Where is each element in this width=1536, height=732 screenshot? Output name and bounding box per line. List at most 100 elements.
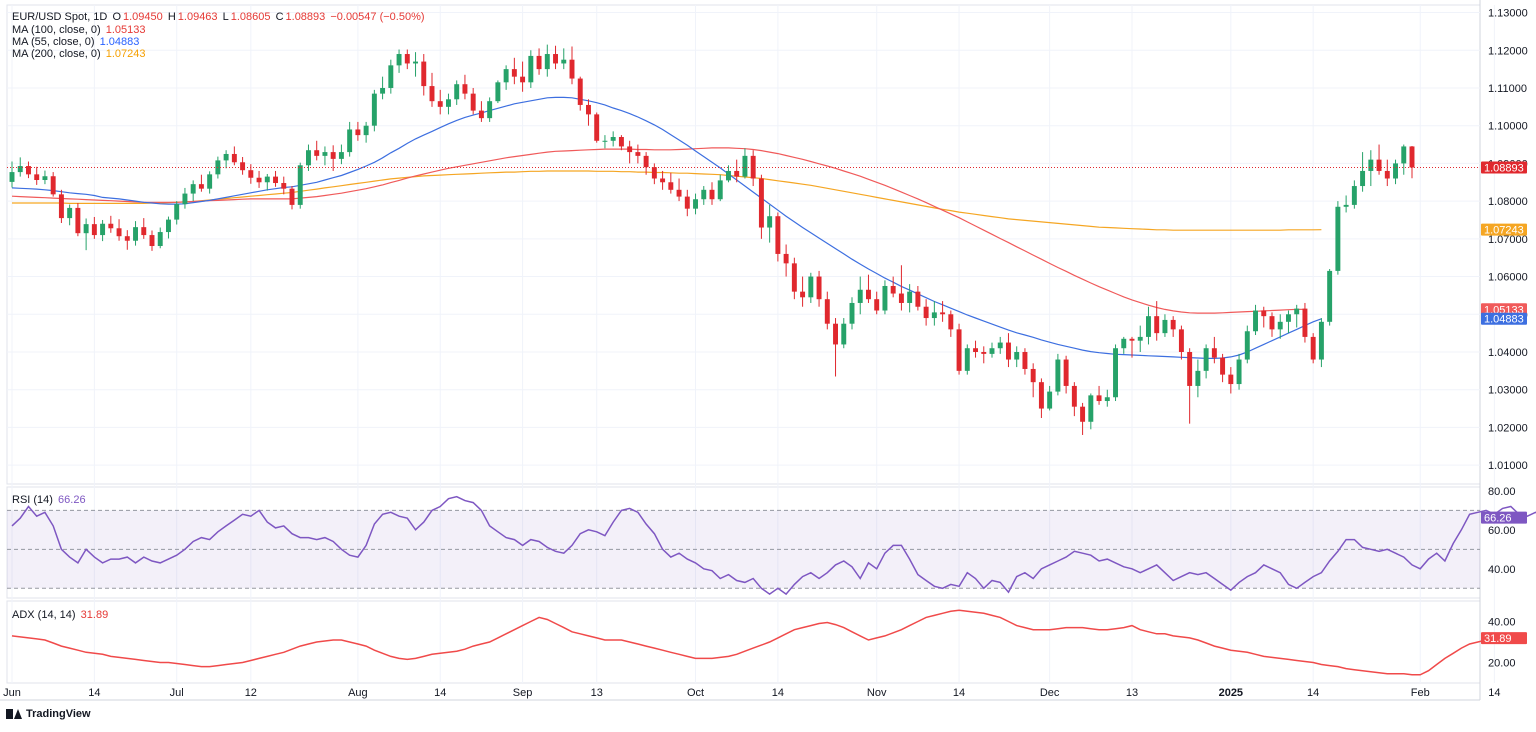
candle-body [34,174,40,181]
ma55-legend-value: 1.04883 [99,36,140,48]
candle-body [651,167,657,179]
candle-body [783,253,789,264]
candle-body [42,176,48,181]
candle-body [734,170,740,177]
adx-tick-label: 20.00 [1488,658,1516,670]
candle-body [528,55,534,83]
low-value: 1.08605 [230,11,271,23]
price-tick-label: 1.01000 [1488,460,1528,472]
candle-body [717,180,723,200]
candle-body [1203,348,1209,371]
candle-body [1236,359,1242,385]
candle-body [1211,348,1217,358]
candle-body [1376,159,1382,171]
candle-body [643,155,649,168]
candle-body [454,84,460,100]
rsi-value-tag-bg [1481,511,1527,524]
rsi-legend-value: 66.26 [58,494,86,506]
candle-body [800,291,806,298]
ma55-legend-label: MA (55, close, 0) [12,36,95,48]
candle-body [478,110,484,119]
candle-body [1146,316,1151,337]
candle-body [610,137,616,141]
time-tick-label: 13 [1126,687,1138,699]
candle-body [1055,359,1061,392]
rsi-legend-label: RSI (14) [12,494,53,506]
candle-body [1261,310,1267,317]
candle-body [1195,370,1201,386]
ma55-price-tag-bg [1481,312,1527,325]
candle-body [602,140,608,142]
candle-body [660,178,666,183]
candle-body [58,194,64,219]
candle-body [997,342,1003,349]
tradingview-brand: TradingView [26,708,91,720]
candle-body [693,199,698,209]
candle-body [726,170,731,181]
time-tick-label: 14 [1488,687,1500,699]
candle-body [1360,170,1366,187]
high-key: H [167,11,176,23]
candle-body [931,312,937,319]
rsi-legend: RSI (14) 66.26 [12,494,88,506]
ma200-legend-label: MA (200, close, 0) [12,48,101,60]
candle-body [149,235,155,247]
candle-body [503,69,509,83]
candle-body [1162,319,1168,334]
candle-body [289,188,295,205]
candle-body [388,65,394,88]
candle-body [553,54,558,64]
candle-body [446,99,451,107]
candle-body [355,129,361,136]
candle-body [981,351,987,354]
close-key: C [275,11,284,23]
rsi-tick-label: 60.00 [1488,525,1516,537]
candle-body [964,348,970,371]
time-tick-label: Dec [1040,687,1060,699]
candle-body [264,176,270,183]
adx-legend: ADX (14, 14) 31.89 [12,609,110,621]
ma55-line [11,96,1322,359]
candle-body [413,61,418,64]
candle-body [841,323,847,345]
candle-body [1080,406,1086,422]
candle-body [1220,357,1226,375]
candle-body [775,216,781,254]
candle-body [421,61,427,87]
time-tick-label: 14 [953,687,965,699]
time-tick-label: Jun [3,687,21,699]
candle-body [750,155,756,179]
candle-body [1401,146,1407,164]
change-value: −0.00547 (−0.50%) [330,11,425,23]
candle-body [758,178,764,228]
rsi-value-tag: 66.26 [1484,513,1512,525]
candle-body [50,176,56,195]
time-tick-label: Aug [348,687,368,699]
candle-body [520,76,526,83]
candle-body [231,153,237,163]
candle-body [207,174,213,189]
adx-legend-value: 31.89 [80,609,109,621]
candle-body [380,87,386,94]
price-tick-label: 1.06000 [1488,272,1528,284]
price-tick-label: 1.08000 [1488,196,1528,208]
price-tick-label: 1.04000 [1488,347,1528,359]
candle-body [1253,310,1258,332]
tradingview-footer[interactable]: TradingView [6,708,91,720]
candle-body [907,291,913,303]
candle-body [17,166,23,173]
symbol-label: EUR/USD Spot, 1D [12,11,108,23]
candle-body [91,224,97,236]
last-price-tag: 1.08893 [1484,162,1524,174]
candle-body [157,232,163,247]
adx-tick-label: 40.00 [1488,617,1516,629]
close-value: 1.08893 [285,11,326,23]
ma200-price-tag-bg [1481,223,1527,236]
candle-body [882,285,888,311]
ma55-price-tag: 1.04883 [1484,314,1524,326]
time-tick-label: Feb [1411,687,1430,699]
candle-body [973,348,978,352]
ma100-legend: MA (100, close, 0) 1.05133 [12,24,147,36]
adx-value-tag-bg [1481,632,1527,645]
